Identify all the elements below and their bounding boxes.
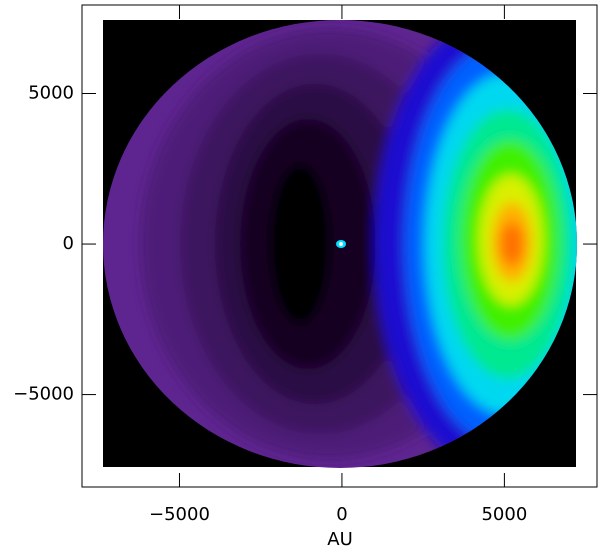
x-axis-label: AU (327, 529, 353, 550)
x-tick-label: 0 (336, 504, 347, 525)
x-tick-label: 5000 (481, 504, 527, 525)
y-tick-label: 5000 (28, 83, 74, 104)
y-tick-label: −5000 (13, 384, 74, 405)
plot-frame (81, 4, 598, 488)
contour-image (103, 20, 577, 468)
x-tick-label: −5000 (149, 504, 210, 525)
y-tick-label: 0 (63, 233, 74, 254)
